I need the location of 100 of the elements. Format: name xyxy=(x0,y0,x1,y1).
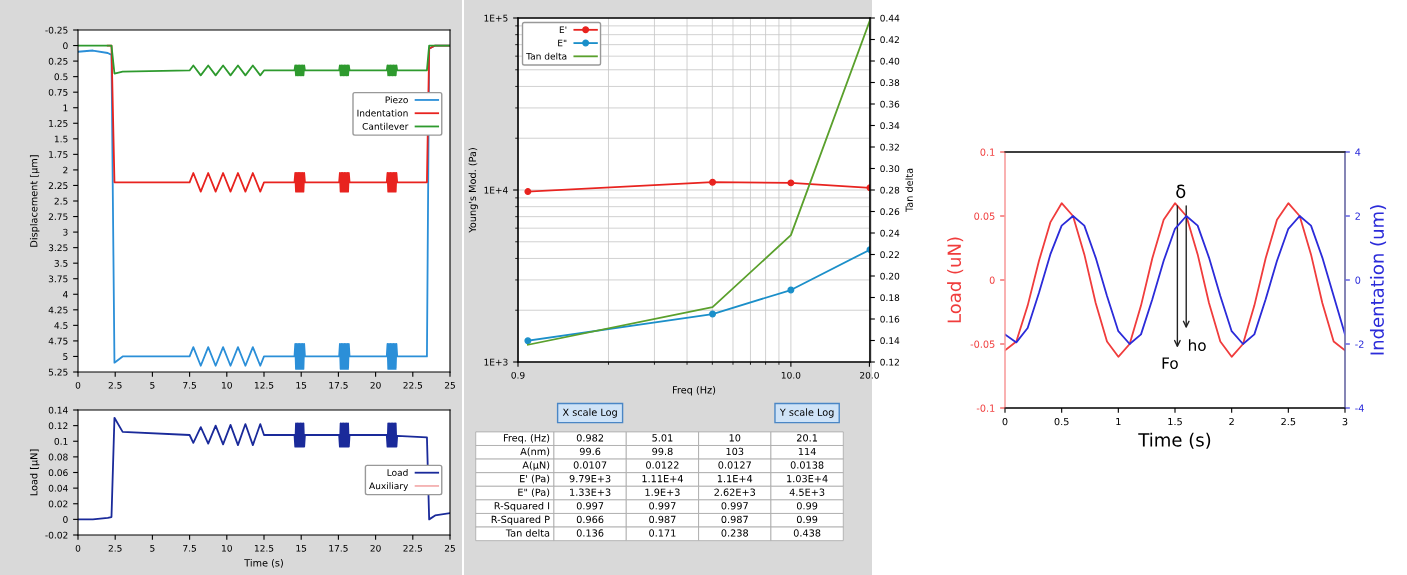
y2-tick-label: -2 xyxy=(1355,340,1364,348)
y-tick-label: 0.25 xyxy=(48,57,68,65)
x-tick-label: 7.5 xyxy=(183,382,196,389)
y-tick-label: 4 xyxy=(62,291,68,298)
y2-tick-label: 0.26 xyxy=(880,208,900,216)
category-label: R-Squared I xyxy=(494,501,550,512)
legend-label: E" xyxy=(558,39,567,47)
text: 0.0138 xyxy=(790,461,824,469)
text: 0.171 xyxy=(649,529,676,537)
y2-tick-label: 0 xyxy=(1355,276,1361,284)
text: 0.987 xyxy=(649,515,676,524)
y2-tick-label: 0.30 xyxy=(880,165,900,173)
y-tick-label: 2.25 xyxy=(48,182,68,190)
legend-label: Tan delta xyxy=(526,52,567,60)
x-tick-label: 2.5 xyxy=(108,381,122,389)
text: 1.9E+3 xyxy=(645,488,680,496)
annotation: Fo xyxy=(1162,357,1178,369)
text: 0.0107 xyxy=(573,461,607,469)
text: 0.997 xyxy=(576,502,604,510)
x-tick-label: 10.0 xyxy=(781,371,801,379)
x-tick-label: 15 xyxy=(296,545,307,552)
text: 1.33E+3 xyxy=(570,488,611,496)
y-tick-label: 0.12 xyxy=(48,422,68,430)
x-tick-label: 0.9 xyxy=(511,371,525,379)
x-tick-label: 17.5 xyxy=(329,382,348,389)
legend-label: Cantilever xyxy=(362,122,409,130)
y-tick-label: 0 xyxy=(63,516,68,523)
y2-tick-label: 4 xyxy=(1355,148,1361,156)
x-tick-label: 3 xyxy=(1342,417,1348,426)
y2-tick-label: 0.20 xyxy=(880,272,900,280)
text: 0.438 xyxy=(793,529,821,537)
text: 0.0127 xyxy=(718,461,751,469)
y-tick-label: 0.14 xyxy=(48,406,68,414)
legend-label: Auxiliary xyxy=(369,482,409,491)
text: 99.6 xyxy=(579,447,601,456)
y-axis-title: Displacement [μm] xyxy=(29,155,40,247)
y2-tick-label: 0.42 xyxy=(880,36,899,44)
text: 1.1E+4 xyxy=(717,475,753,483)
y-tick-label: -0.1 xyxy=(976,404,995,412)
y-tick-label: 0 xyxy=(989,276,995,284)
category-label: Tan delta xyxy=(505,529,550,537)
category-label: E' (Pa) xyxy=(520,474,550,484)
y2-tick-label: 0.32 xyxy=(880,143,899,151)
text: Y scale Log xyxy=(779,408,834,418)
y2-tick-label: 0.36 xyxy=(880,100,900,108)
x-tick-label: 20.0 xyxy=(860,371,879,379)
x-tick-label: 25 xyxy=(444,544,455,552)
y-tick-label: -0.05 xyxy=(970,340,995,348)
y-tick-label: 4.75 xyxy=(48,337,68,345)
text: 4.5E+3 xyxy=(789,488,825,496)
x-tick-label: 5 xyxy=(150,545,155,552)
y-tick-label: 3.25 xyxy=(48,244,68,252)
text: 0.99 xyxy=(796,515,818,524)
annotation: δ xyxy=(1176,184,1186,199)
x-tick-label: 20 xyxy=(370,381,381,389)
category-label: Freq. (Hz) xyxy=(503,434,550,444)
x-tick-label: 0 xyxy=(75,544,81,552)
x-tick-label: 7.5 xyxy=(183,545,196,552)
x-tick-label: 10 xyxy=(222,544,232,552)
y-tick-label: 0.04 xyxy=(48,484,68,492)
y-tick-label: 2.75 xyxy=(48,213,68,221)
y2-axis-title: Indentation (um) xyxy=(1369,205,1387,355)
x-axis-title: Freq (Hz) xyxy=(673,386,716,396)
y-tick-label: 0.02 xyxy=(48,500,68,508)
y2-tick-label: 0.24 xyxy=(880,229,900,237)
text: 0.966 xyxy=(576,515,604,524)
x-tick-label: 2.5 xyxy=(108,544,122,552)
text: 103 xyxy=(726,447,744,456)
text: 20.1 xyxy=(796,434,818,442)
y-axis-title: Load [μN] xyxy=(29,449,40,496)
y2-tick-label: 0.34 xyxy=(880,122,900,130)
y-tick-label: 2.5 xyxy=(54,197,68,205)
text: 0.99 xyxy=(796,502,818,510)
x-tick-label: 0.5 xyxy=(1054,417,1069,426)
annotation: ho xyxy=(1188,339,1206,351)
x-tick-label: 20 xyxy=(370,544,381,552)
y-tick-label: 3.75 xyxy=(48,275,68,283)
x-tick-label: 25 xyxy=(444,381,455,389)
category-label: A(nm) xyxy=(520,447,550,457)
text: 5.01 xyxy=(652,434,673,442)
y-tick-label: 1E+4 xyxy=(484,186,508,194)
x-tick-label: 2.5 xyxy=(1281,417,1296,426)
x-tick-label: 10 xyxy=(222,381,232,389)
y2-tick-label: 2 xyxy=(1355,212,1360,220)
y-tick-label: 1.25 xyxy=(49,120,68,127)
text: 0.982 xyxy=(576,434,604,442)
y-tick-label: 3.5 xyxy=(54,259,68,267)
text: 2.62E+3 xyxy=(714,488,756,496)
y2-tick-label: 0.40 xyxy=(880,57,900,65)
text: 114 xyxy=(798,447,816,455)
x-tick-label: 22.5 xyxy=(403,381,423,389)
x-tick-label: 1 xyxy=(1116,418,1121,426)
y2-tick-label: 0.22 xyxy=(880,251,899,259)
y2-tick-label: -4 xyxy=(1355,404,1364,412)
text: 0.238 xyxy=(721,529,749,537)
y-tick-label: 1E+5 xyxy=(484,14,508,22)
x-tick-label: 0 xyxy=(75,381,81,389)
text: 0.987 xyxy=(721,515,748,524)
y-tick-label: 2 xyxy=(63,166,68,174)
x-axis-title: Time (s) xyxy=(1138,432,1211,449)
